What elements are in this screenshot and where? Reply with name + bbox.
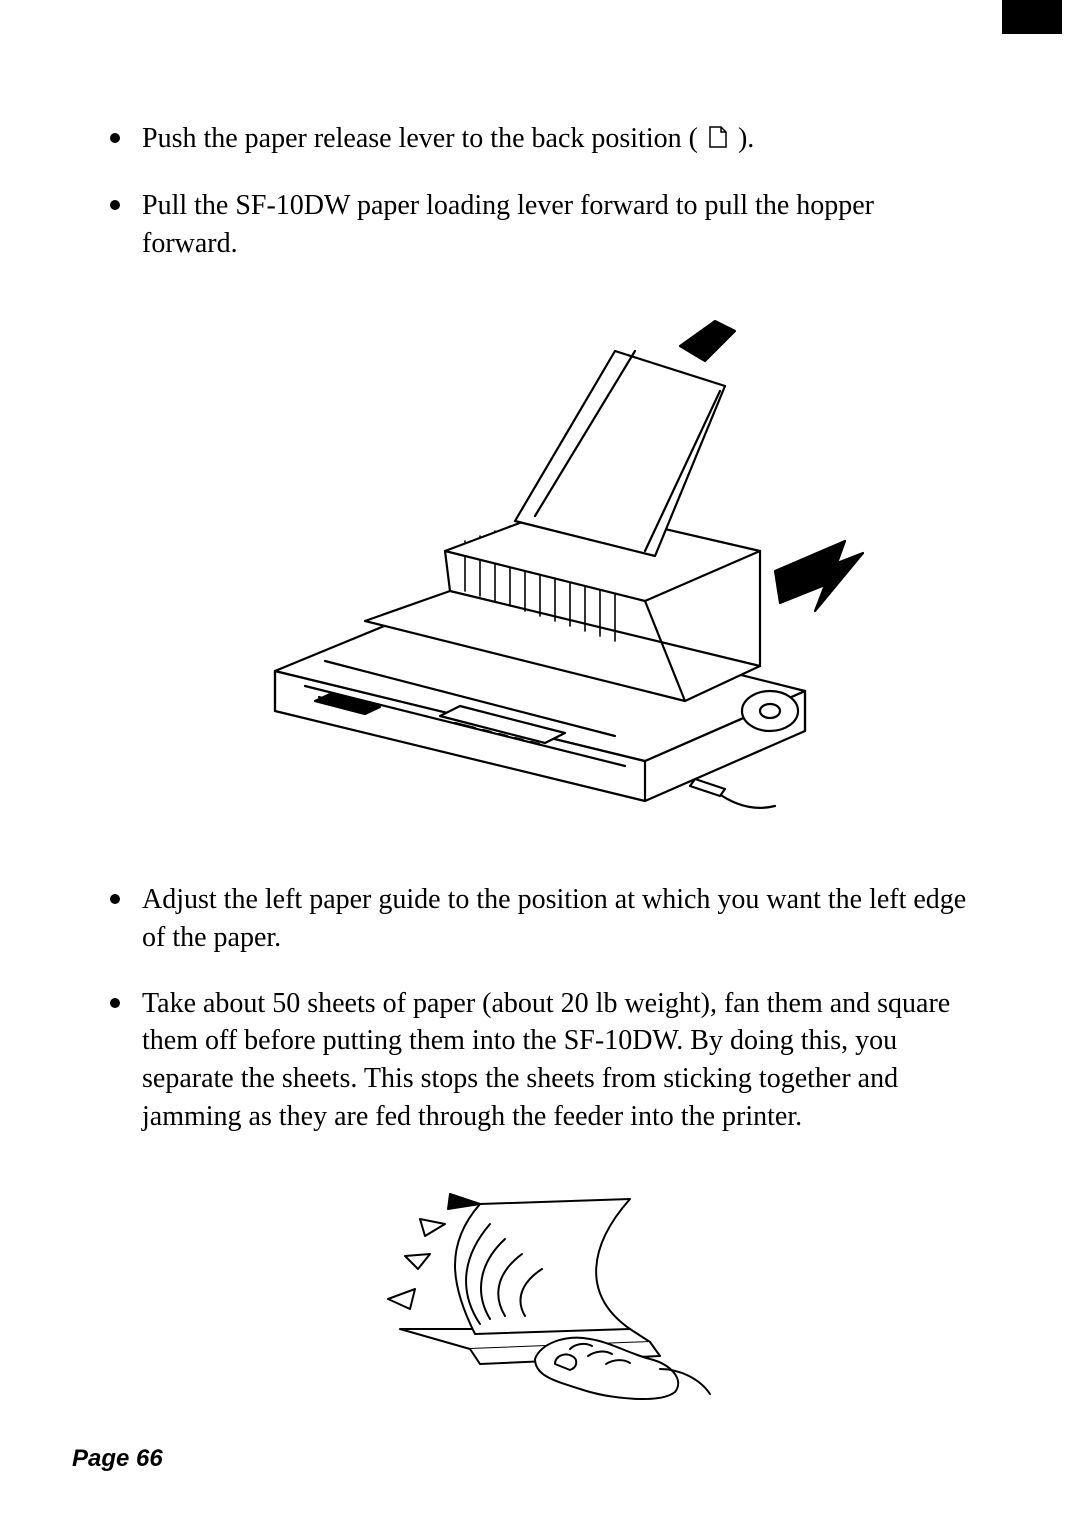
- page-content: Push the paper release lever to the back…: [110, 120, 970, 1404]
- instruction-item: Pull the SF-10DW paper loading lever for…: [110, 187, 970, 263]
- instruction-item: Adjust the left paper guide to the posit…: [110, 881, 970, 957]
- figure-printer: [110, 291, 970, 851]
- bullet-icon: [110, 200, 120, 210]
- bullet-icon: [110, 998, 120, 1008]
- instruction-item: Push the paper release lever to the back…: [110, 120, 970, 159]
- text-before: Push the paper release lever to the back…: [142, 123, 705, 154]
- instruction-item: Take about 50 sheets of paper (about 20 …: [110, 985, 970, 1136]
- instruction-text: Push the paper release lever to the back…: [142, 120, 754, 159]
- instruction-text: Adjust the left paper guide to the posit…: [142, 881, 970, 957]
- instruction-text: Take about 50 sheets of paper (about 20 …: [142, 985, 970, 1136]
- instruction-list-2: Adjust the left paper guide to the posit…: [110, 881, 970, 1136]
- bullet-icon: [110, 894, 120, 904]
- figure-fanning: [110, 1164, 970, 1404]
- instruction-list: Push the paper release lever to the back…: [110, 120, 970, 263]
- instruction-text: Pull the SF-10DW paper loading lever for…: [142, 187, 970, 263]
- page-footer: Page 66: [72, 1445, 163, 1473]
- bullet-icon: [110, 133, 120, 143]
- text-after: ).: [738, 123, 754, 154]
- page-icon: [707, 122, 729, 160]
- page-corner-mark: [1002, 0, 1062, 34]
